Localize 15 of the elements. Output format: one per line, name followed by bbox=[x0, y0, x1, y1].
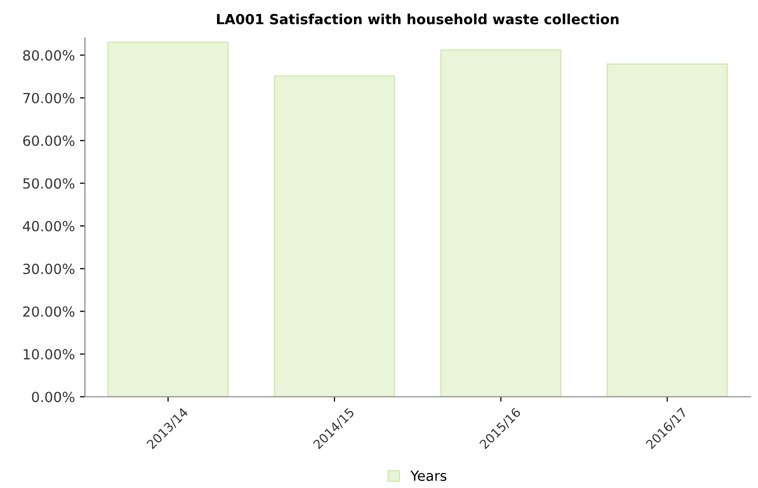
bar bbox=[274, 75, 396, 397]
bar bbox=[440, 49, 562, 397]
y-tick-label: 50.00% bbox=[23, 178, 74, 189]
y-tick-label: 30.00% bbox=[23, 264, 74, 274]
y-tick-label: 40.00% bbox=[22, 220, 74, 232]
y-tick-label: 60.00% bbox=[23, 136, 74, 146]
y-tick-label: 20.00% bbox=[23, 306, 74, 317]
y-tick-label: 80.00% bbox=[23, 50, 74, 61]
y-tick-label: 70.00% bbox=[23, 92, 74, 104]
y-tick-label: 0.00% bbox=[32, 392, 74, 402]
legend-label: Years bbox=[410, 470, 446, 481]
bar bbox=[107, 42, 229, 397]
bar bbox=[606, 63, 728, 397]
chart-title: LA001 Satisfaction with household waste collection bbox=[217, 14, 618, 24]
y-tick-label: 10.00% bbox=[24, 349, 74, 360]
